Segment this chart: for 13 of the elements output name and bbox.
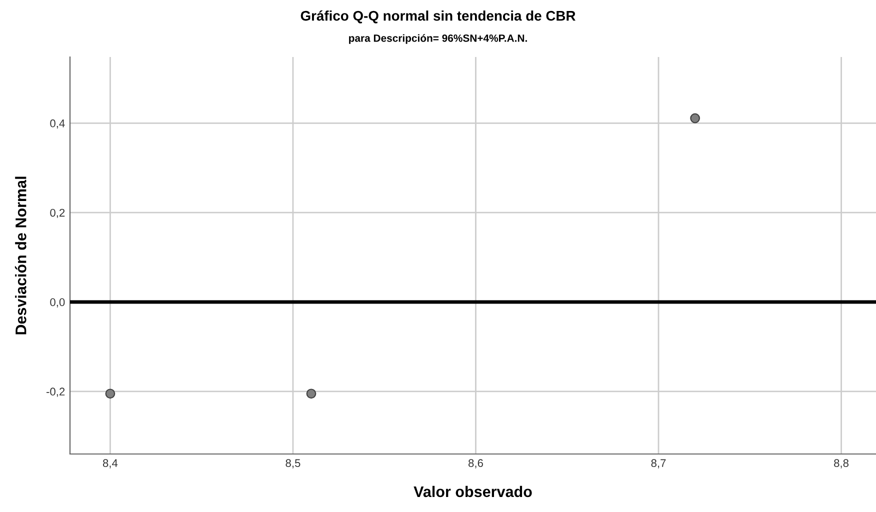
y-tick-label: 0,2: [50, 208, 65, 218]
y-tick-label: 0,4: [50, 119, 65, 129]
x-tick-label: 8,4: [102, 459, 118, 468]
x-tick-label: 8,6: [468, 459, 483, 468]
x-tick-label: 8,7: [651, 459, 666, 468]
x-axis-title: Valor observado: [414, 486, 532, 498]
y-axis-title: Desviación de Normal: [14, 176, 26, 334]
y-tick-label: 0,0: [50, 298, 65, 308]
y-tick-label: -0,2: [46, 388, 65, 397]
chart-title: Gráfico Q-Q normal sin tendencia de CBR: [300, 10, 576, 24]
chart-subtitle: para Descripción= 96%SN+4%P.A.N.: [349, 34, 527, 44]
x-tick-label: 8,5: [286, 459, 300, 468]
x-tick-label: 8,8: [834, 459, 849, 468]
